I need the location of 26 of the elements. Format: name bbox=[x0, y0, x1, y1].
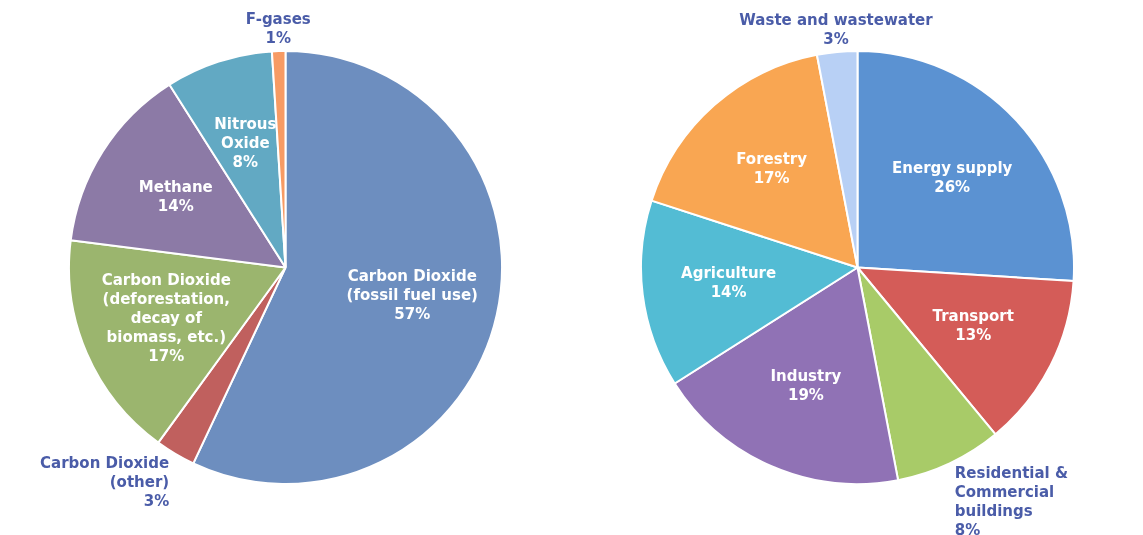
data-label: 26% bbox=[934, 177, 971, 196]
slice-label: Carbon Dioxide (deforestation, decay of biomass, etc.) bbox=[101, 270, 231, 346]
data-label: 1% bbox=[265, 29, 292, 47]
slice-label: Residential & Commercial buildings bbox=[954, 464, 1069, 521]
data-label: 8% bbox=[954, 521, 981, 535]
data-label: 19% bbox=[787, 386, 824, 405]
slice-label: Carbon Dioxide (other) bbox=[40, 454, 170, 492]
data-label: 57% bbox=[394, 304, 431, 323]
slice-label: Energy supply bbox=[892, 158, 1013, 177]
data-label: 17% bbox=[148, 346, 185, 365]
slice-label: Carbon Dioxide (fossil fuel use) bbox=[346, 266, 478, 304]
slice-label: Nitrous Oxide bbox=[214, 114, 277, 152]
slice-label: Forestry bbox=[736, 150, 808, 169]
slice-label: Industry bbox=[770, 367, 842, 386]
data-label: 14% bbox=[710, 283, 747, 302]
slice-label: Transport bbox=[932, 306, 1014, 325]
data-label: 14% bbox=[157, 197, 194, 216]
slice-label: Agriculture bbox=[681, 264, 777, 283]
data-label: 3% bbox=[143, 492, 170, 511]
data-label: 13% bbox=[955, 325, 992, 344]
slice-label: F-gases bbox=[245, 10, 311, 28]
data-label: 3% bbox=[823, 29, 849, 48]
slice-label: Methane bbox=[138, 178, 213, 197]
data-label: 8% bbox=[232, 152, 259, 171]
slice-label: Waste and wastewater bbox=[739, 10, 934, 29]
data-label: 17% bbox=[753, 169, 790, 188]
